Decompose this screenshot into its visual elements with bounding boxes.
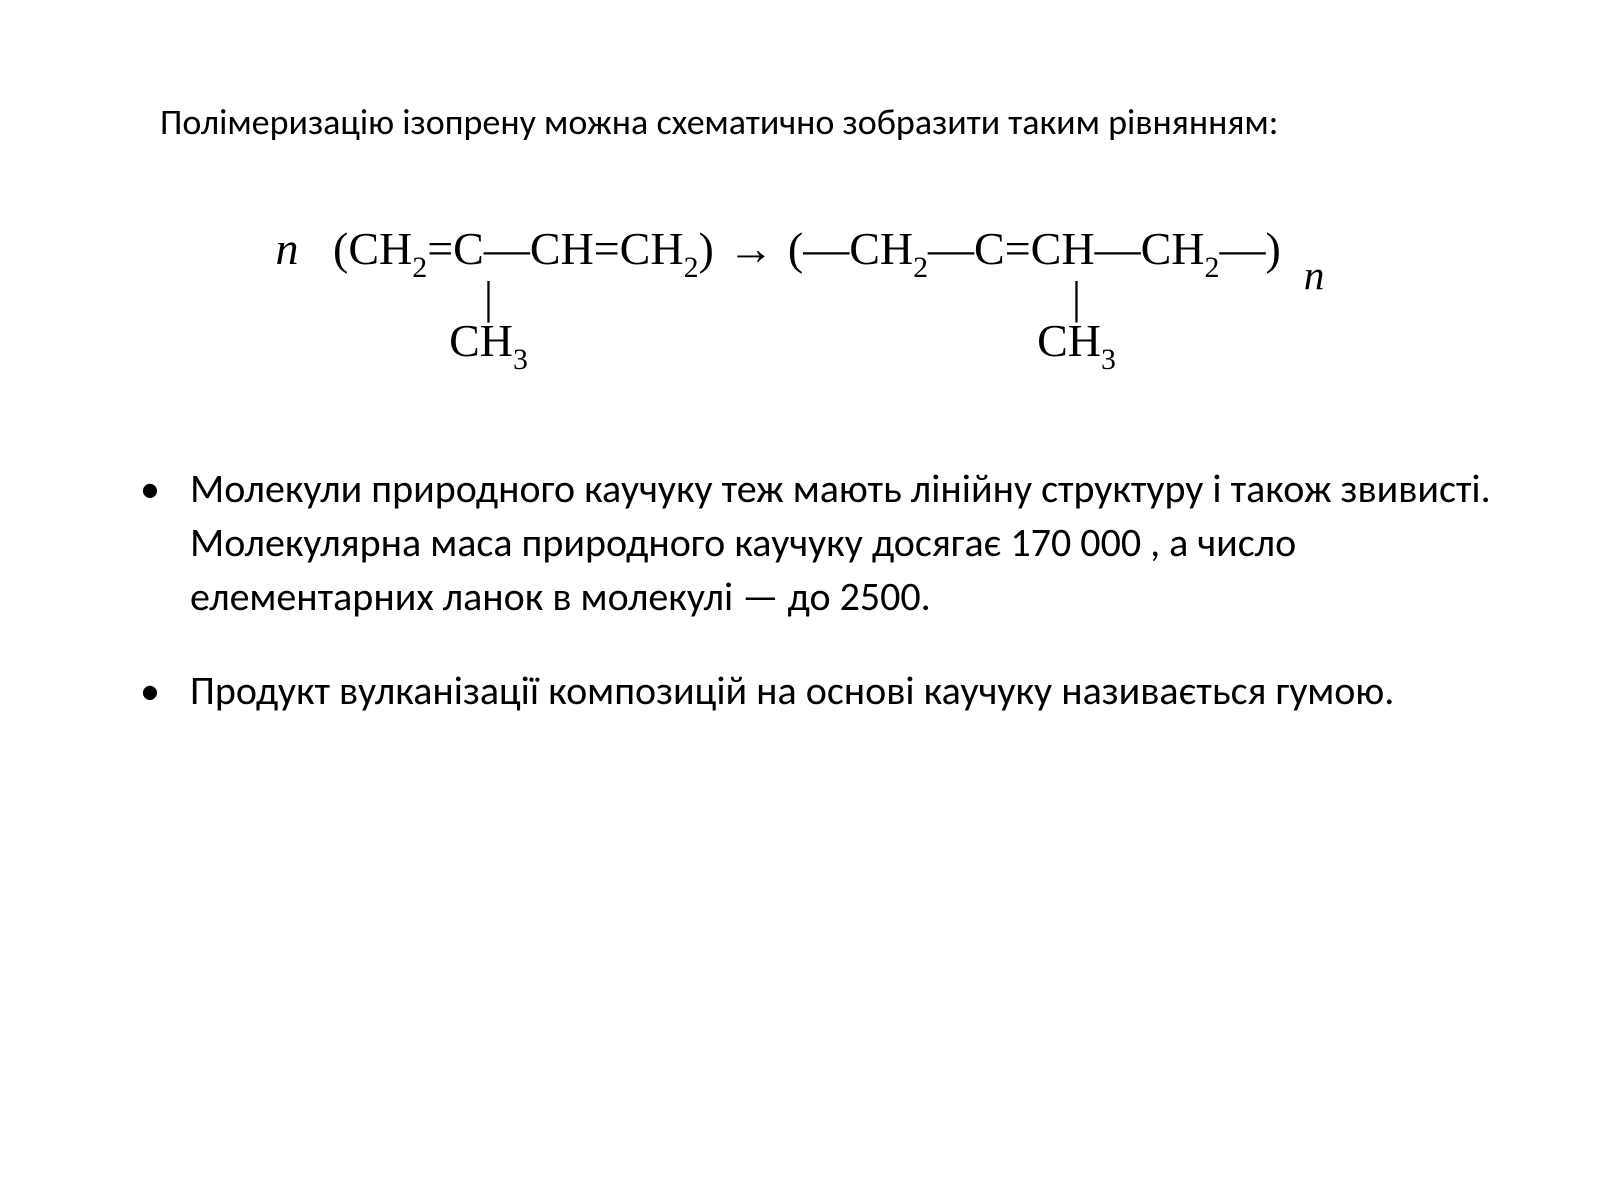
formula-text: =C—CH=CH bbox=[427, 223, 683, 274]
list-item: Молекули природного каучуку теж мають лі… bbox=[130, 462, 1500, 624]
methyl-right-group: | CH3 bbox=[757, 282, 1397, 372]
methyl-label: CH3 bbox=[757, 318, 1397, 372]
list-item: Продукт вулканізації композицій на основ… bbox=[130, 664, 1500, 718]
slide: Полімеризацію ізопрену можна схематично … bbox=[0, 0, 1600, 1200]
slide-heading: Полімеризацію ізопрену можна схематично … bbox=[160, 100, 1480, 144]
formula-text: — bbox=[1219, 223, 1265, 274]
bond-line-icon: | bbox=[279, 282, 699, 314]
paren-open: ( bbox=[333, 223, 348, 274]
bond-line-icon: | bbox=[757, 282, 1397, 314]
equation-substituent-row: | CH3 | CH3 bbox=[160, 282, 1440, 372]
paren-open: ( bbox=[788, 223, 803, 274]
formula-text: —CH bbox=[803, 223, 913, 274]
formula-sub: 2 bbox=[684, 251, 699, 284]
formula-text: CH bbox=[1037, 315, 1101, 366]
formula-sub: 2 bbox=[913, 251, 928, 284]
formula-text: CH bbox=[348, 223, 412, 274]
reaction-arrow-icon: → bbox=[728, 224, 774, 275]
formula-sub: 3 bbox=[513, 343, 528, 376]
formula-sub: 3 bbox=[1101, 343, 1116, 376]
methyl-label: CH3 bbox=[279, 318, 699, 372]
paren-close: ) bbox=[1265, 223, 1280, 274]
equation-polymer: (—CH2—C=CH—CH2—) n bbox=[788, 224, 1325, 284]
formula-text: —C=CH—CH bbox=[928, 223, 1204, 274]
formula-sub: 2 bbox=[1204, 251, 1219, 284]
formula-sub: 2 bbox=[412, 251, 427, 284]
methyl-left-group: | CH3 bbox=[279, 282, 699, 372]
formula-text: CH bbox=[449, 315, 513, 366]
bullet-list: Молекули природного каучуку теж мають лі… bbox=[60, 462, 1540, 718]
paren-close: ) bbox=[699, 223, 714, 274]
polymerization-equation: n (CH2=C—CH=CH2) → (—CH2—C=CH—CH2—) n | … bbox=[160, 224, 1440, 372]
equation-n-coefficient: n bbox=[276, 223, 299, 274]
equation-monomer: n (CH2=C—CH=CH2) bbox=[276, 224, 714, 282]
equation-main-row: n (CH2=C—CH=CH2) → (—CH2—C=CH—CH2—) n bbox=[160, 224, 1440, 284]
